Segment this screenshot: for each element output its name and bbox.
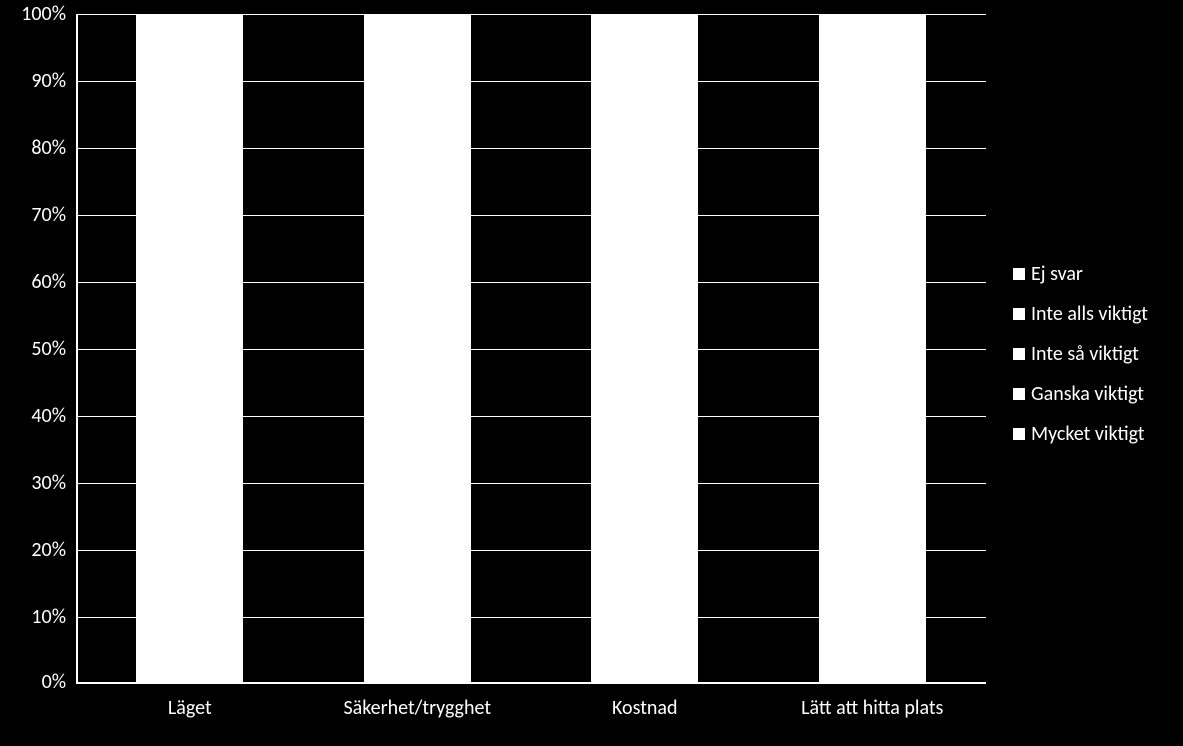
y-tick-label: 100% (21, 2, 66, 26)
y-tick-label: 80% (31, 136, 66, 160)
legend-item-ganska-viktigt: Ganska viktigt (1013, 382, 1148, 406)
legend-item-inte-alls-viktigt: Inte alls viktigt (1013, 302, 1148, 326)
y-tick-label: 20% (31, 538, 66, 562)
y-tick-label: 70% (31, 203, 66, 227)
legend-swatch-icon (1013, 268, 1025, 280)
legend-item-ej-svar: Ej svar (1013, 262, 1148, 286)
y-tick-label: 30% (31, 471, 66, 495)
legend-label: Inte alls viktigt (1031, 302, 1148, 326)
legend-swatch-icon (1013, 348, 1025, 360)
legend-swatch-icon (1013, 428, 1025, 440)
bar-kostnad (591, 14, 698, 684)
plot-area: 100% 90% 80% 70% 60% 50% 40% 30% 20% 10% (76, 14, 986, 684)
legend-item-inte-sa-viktigt: Inte så viktigt (1013, 342, 1148, 366)
bar-laget (136, 14, 243, 684)
legend-swatch-icon (1013, 308, 1025, 320)
legend-label: Inte så viktigt (1031, 342, 1139, 366)
x-tick-label: Lätt att hitta plats (801, 696, 943, 720)
x-tick-label: Säkerhet/trygghet (343, 696, 491, 720)
legend: Ej svar Inte alls viktigt Inte så viktig… (1013, 262, 1148, 446)
bar-latt-att-hitta-plats (819, 14, 926, 684)
y-tick-label: 40% (31, 404, 66, 428)
y-tick-label: 90% (31, 69, 66, 93)
y-tick-label: 0% (42, 670, 66, 694)
legend-swatch-icon (1013, 388, 1025, 400)
chart-container: 100% 90% 80% 70% 60% 50% 40% 30% 20% 10% (0, 0, 1183, 746)
legend-label: Mycket viktigt (1031, 422, 1144, 446)
x-tick-label: Kostnad (612, 696, 677, 720)
y-tick-label: 60% (31, 270, 66, 294)
legend-label: Ej svar (1031, 262, 1083, 286)
x-tick-label: Läget (168, 696, 212, 720)
legend-label: Ganska viktigt (1031, 382, 1144, 406)
bar-sakerhet-trygghet (364, 14, 471, 684)
legend-item-mycket-viktigt: Mycket viktigt (1013, 422, 1148, 446)
y-tick-label: 10% (31, 605, 66, 629)
y-tick-label: 50% (31, 337, 66, 361)
